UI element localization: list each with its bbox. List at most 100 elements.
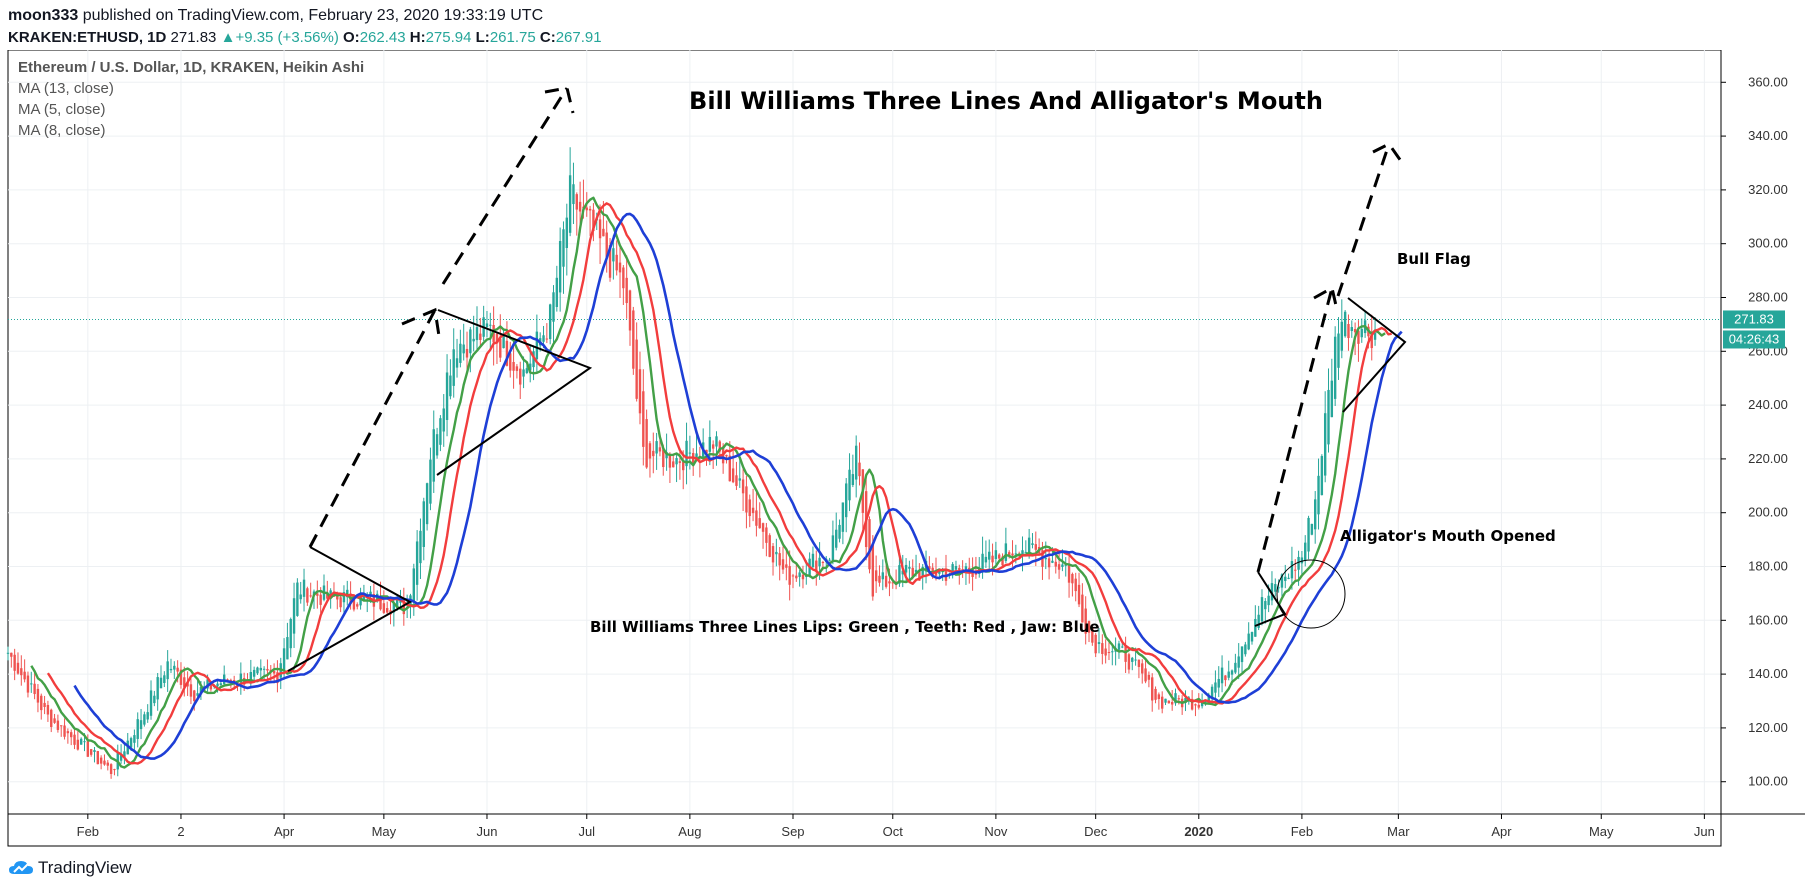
candle-body xyxy=(86,741,90,757)
candle-body xyxy=(119,754,123,761)
candle-body xyxy=(296,582,299,616)
candle-body xyxy=(1274,584,1277,592)
candle-body xyxy=(432,429,435,482)
candle-body xyxy=(964,566,968,570)
candle-body xyxy=(495,333,499,344)
candle-body xyxy=(76,739,80,750)
candle-body xyxy=(848,469,851,501)
candle-body xyxy=(928,566,931,570)
candle-body xyxy=(542,335,545,342)
candle-body xyxy=(1167,700,1171,704)
low-value: 261.75 xyxy=(489,29,536,46)
price-axis[interactable]: 100.00 120.00 140.00 160.00 180.00 200.00 220.… xyxy=(1721,74,1788,789)
candle-body xyxy=(419,530,422,564)
time-tick-label: 2 xyxy=(177,824,184,839)
candle-body xyxy=(745,486,748,513)
candle-body xyxy=(106,762,109,766)
tradingview-logo[interactable]: TradingView xyxy=(8,858,132,878)
legend-item[interactable]: MA (5, close) xyxy=(18,101,106,118)
candle-body xyxy=(685,440,688,467)
candle-body xyxy=(718,441,722,452)
candle-body xyxy=(572,184,575,205)
candle-body xyxy=(835,529,838,548)
candle-body xyxy=(519,368,522,385)
candle-body xyxy=(552,292,555,322)
candle-body xyxy=(981,553,984,571)
candle-body xyxy=(708,436,712,452)
candle-body xyxy=(1057,564,1061,570)
candle-body xyxy=(1174,693,1177,704)
candle-body xyxy=(209,683,213,690)
candle-body xyxy=(801,574,805,580)
candle-body xyxy=(26,675,30,693)
candle-body xyxy=(748,499,751,517)
candle-body xyxy=(1117,643,1121,650)
author-name[interactable]: moon333 xyxy=(8,7,79,24)
candle-body xyxy=(509,353,512,371)
candle-body xyxy=(309,595,312,597)
candle-body xyxy=(871,544,875,597)
candle-body xyxy=(558,241,562,293)
candle-body xyxy=(1111,651,1114,653)
time-tick-label: Jun xyxy=(476,824,497,839)
candle-body xyxy=(1264,601,1267,610)
time-tick-label: Feb xyxy=(77,824,99,839)
candle-body xyxy=(1277,587,1280,589)
candle-body xyxy=(206,679,209,689)
candle-body xyxy=(888,581,891,584)
candle-body xyxy=(6,652,10,654)
candle-body xyxy=(731,468,735,483)
time-tick-label: Apr xyxy=(1491,824,1512,839)
candle-body xyxy=(1054,561,1057,567)
candle-body xyxy=(183,677,186,687)
candle-body xyxy=(306,588,309,603)
candle-body xyxy=(858,462,861,477)
candle-body xyxy=(1067,565,1071,583)
candle-body xyxy=(868,519,871,570)
candle-body xyxy=(272,670,276,674)
candle-body xyxy=(618,262,622,273)
candle-body xyxy=(339,597,342,608)
candle-body xyxy=(914,569,918,573)
candle-body xyxy=(598,219,602,239)
candle-body xyxy=(1254,618,1257,637)
candle-body xyxy=(319,594,322,605)
legend[interactable]: Ethereum / U.S. Dollar, 1D, KRAKEN, Heik… xyxy=(18,59,364,139)
candle-body xyxy=(133,735,136,743)
candle-body xyxy=(984,556,988,563)
candle-body xyxy=(535,331,539,360)
candle-body xyxy=(79,738,83,745)
flag-triangle xyxy=(1342,297,1407,413)
time-axis[interactable]: Feb 2 Apr May Jun Jul Aug Sep Oct Nov Dec 2020 Feb Ma… xyxy=(77,814,1715,839)
legend-item[interactable]: MA (8, close) xyxy=(18,122,106,139)
time-tick-label: Sep xyxy=(781,824,804,839)
candle-body xyxy=(1157,694,1161,699)
candle-body xyxy=(73,734,76,745)
candle-body xyxy=(1247,633,1250,650)
price-chart[interactable]: 100.00 120.00 140.00 160.00 180.00 200.00 220.… xyxy=(0,50,1805,850)
time-tick-label: Oct xyxy=(883,824,904,839)
candle-body xyxy=(622,267,625,289)
candle-body xyxy=(425,483,429,525)
candle-body xyxy=(994,550,998,560)
candle-body xyxy=(1121,646,1124,648)
candle-body xyxy=(1323,413,1327,476)
symbol-label[interactable]: KRAKEN:ETHUSD, 1D xyxy=(8,29,167,46)
candle-body xyxy=(189,684,193,697)
mouth-label: Alligator's Mouth Opened xyxy=(1340,527,1556,545)
candle-body xyxy=(1267,595,1270,606)
candle-body xyxy=(89,749,93,755)
last-price-label: 271.83 xyxy=(1734,311,1774,326)
candle-body xyxy=(781,559,785,570)
candle-body xyxy=(56,720,60,730)
legend-item[interactable]: MA (13, close) xyxy=(18,80,114,97)
candle-body xyxy=(1107,652,1111,654)
candle-body xyxy=(1190,698,1194,710)
candle-body xyxy=(1234,662,1237,673)
candle-body xyxy=(1357,330,1360,344)
candle-body xyxy=(938,570,941,574)
cloud-icon xyxy=(9,861,33,874)
candle-body xyxy=(961,569,964,571)
candle-body xyxy=(499,338,502,358)
candle-body xyxy=(219,683,223,685)
